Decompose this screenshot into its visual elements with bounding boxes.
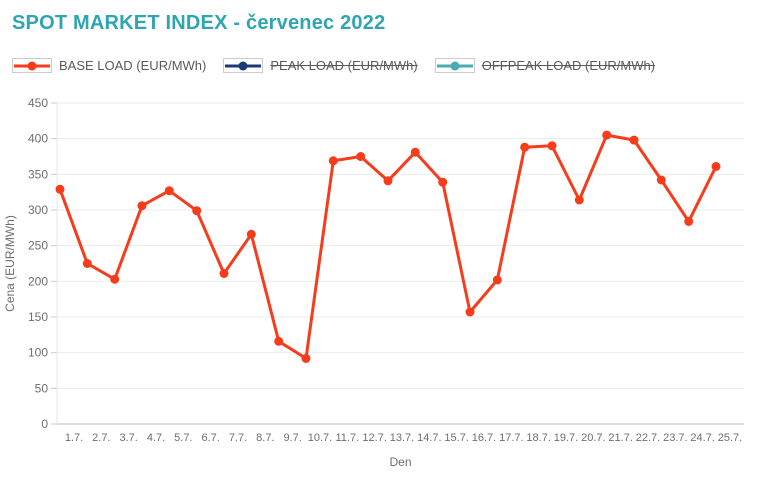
chart-legend: BASE LOAD (EUR/MWh) PEAK LOAD (EUR/MWh) OF… [12,58,655,73]
y-axis-title: Cena (EUR/MWh) [3,215,17,312]
data-point[interactable] [684,216,694,226]
y-tick-label: 200 [28,274,48,288]
data-point[interactable] [137,201,147,211]
x-tick-label: 19.7. [554,432,578,444]
y-tick-label: 350 [28,167,48,181]
y-tick-label: 250 [28,239,48,253]
y-tick-label: 50 [35,381,49,395]
x-tick-label: 12.7. [362,432,386,444]
data-point[interactable] [164,186,174,196]
legend-label-peak-load: PEAK LOAD (EUR/MWh) [270,58,418,73]
legend-item-peak-load[interactable]: PEAK LOAD (EUR/MWh) [223,58,418,73]
legend-label-offpeak-load: OFFPEAK LOAD (EUR/MWh) [481,58,656,73]
legend-label-base-load: BASE LOAD (EUR/MWh) [59,58,207,73]
legend-marker-peak-load-icon [223,58,264,73]
data-point[interactable] [192,206,202,216]
legend-dot-swatch [238,61,248,70]
data-point[interactable] [274,336,284,346]
x-tick-label: 4.7. [147,432,165,444]
x-tick-label: 11.7. [336,432,360,444]
x-tick-label: 2.7. [92,432,110,444]
x-tick-label: 22.7. [636,432,660,444]
data-point[interactable] [465,307,475,317]
data-point[interactable] [246,229,256,239]
x-tick-label: 20.7. [581,432,605,444]
x-tick-label: 10.7. [308,432,332,444]
data-point[interactable] [711,162,721,171]
data-point[interactable] [629,135,639,145]
data-point[interactable] [82,259,92,268]
data-point[interactable] [301,353,311,363]
data-point[interactable] [383,176,393,186]
x-tick-label: 21.7. [608,432,632,444]
x-tick-label: 17.7. [499,432,523,444]
data-point[interactable] [328,156,338,166]
y-tick-label: 400 [28,132,48,146]
y-tick-label: 450 [28,96,48,110]
x-tick-label: 9.7. [283,432,301,444]
x-tick-label: 5.7. [174,432,192,444]
legend-dot-swatch [27,61,37,70]
x-tick-label: 3.7. [119,432,137,444]
data-point[interactable] [520,142,530,152]
data-point[interactable] [656,175,666,185]
y-tick-label: 100 [28,346,48,360]
x-tick-label: 25.7. [718,432,742,444]
legend-marker-base-load-icon [12,58,52,73]
x-tick-label: 18.7. [526,432,550,444]
data-point[interactable] [492,275,502,285]
x-tick-label: 13.7. [390,432,414,444]
data-point[interactable] [356,152,366,161]
x-tick-label: 23.7. [663,432,687,444]
x-tick-label: 7.7. [229,432,247,444]
x-axis-title: Den [389,455,411,469]
x-tick-label: 1.7. [65,432,83,444]
data-point[interactable] [438,177,448,187]
x-tick-label: 15.7. [444,432,468,444]
data-point[interactable] [547,141,557,151]
y-tick-label: 150 [28,310,48,324]
y-tick-label: 0 [41,417,48,431]
x-tick-label: 8.7. [256,432,274,444]
data-point[interactable] [410,147,420,157]
line-chart: 450 400 350 300 250 200 150 100 50 0 1.7. 2.7. 3.7. 4… [3,96,744,469]
data-point[interactable] [602,130,612,140]
x-tick-label: 24.7. [690,432,714,444]
x-tick-label: 6.7. [201,432,219,444]
series-line-base-load [58,133,718,360]
page-title: SPOT MARKET INDEX - červenec 2022 [12,12,386,34]
legend-marker-offpeak-load-icon [434,58,475,73]
data-point[interactable] [110,274,120,284]
data-point[interactable] [574,195,584,205]
data-point[interactable] [55,184,65,194]
data-point[interactable] [219,269,229,278]
legend-item-base-load[interactable]: BASE LOAD (EUR/MWh) [12,58,206,73]
legend-item-offpeak-load[interactable]: OFFPEAK LOAD (EUR/MWh) [434,58,656,73]
legend-dot-swatch [450,61,460,70]
y-tick-label: 300 [28,203,48,217]
x-tick-label: 14.7. [417,432,441,444]
x-tick-label: 16.7. [472,432,496,444]
